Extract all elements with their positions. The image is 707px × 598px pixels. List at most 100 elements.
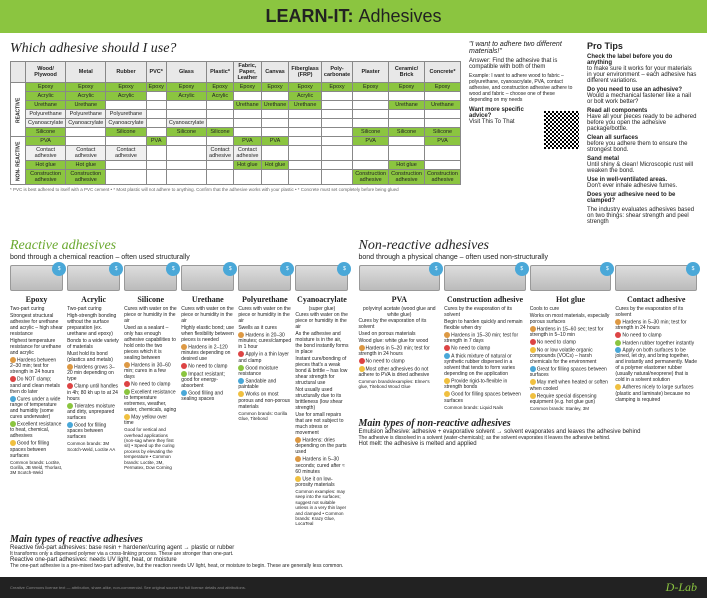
adhesive-bullet: Provide rigid-to-flexible in strength bo… bbox=[444, 378, 526, 390]
tips-title: Pro Tips bbox=[587, 41, 697, 51]
adhesive-column: UrethaneCures with water on the piece or… bbox=[181, 295, 234, 528]
side-more: Want more specific advice? bbox=[469, 107, 524, 119]
adhesive-desc: Works on most materials, especially poro… bbox=[530, 313, 612, 325]
dlab-logo: D-Lab bbox=[666, 580, 697, 595]
table-cell: Polyurethane bbox=[66, 110, 106, 119]
table-cell bbox=[321, 161, 352, 170]
table-cell bbox=[106, 137, 146, 146]
table-cell: Epoxy bbox=[321, 83, 352, 92]
table-col-header: Wood/ Plywood bbox=[26, 62, 66, 83]
table-cell: Epoxy bbox=[207, 83, 234, 92]
table-cell bbox=[321, 92, 352, 101]
table-cell bbox=[234, 110, 262, 119]
adhesive-desc: Cures with water on the piece or humidit… bbox=[238, 306, 291, 324]
product-image: $ bbox=[10, 265, 63, 291]
table-cell bbox=[106, 170, 146, 185]
adhesive-name: Cyanoacrylate bbox=[295, 295, 348, 304]
adhesive-column: Cyanoacrylate(super glue)Cures with wate… bbox=[295, 295, 348, 528]
table-cell: Cyanoacrylate bbox=[26, 119, 66, 128]
reactive-types-line: The one-part adhesive is a pre-mixed two… bbox=[10, 563, 349, 569]
table-cell bbox=[146, 119, 166, 128]
table-cell bbox=[261, 146, 289, 161]
adhesive-desc: Cures with water on the piece or humidit… bbox=[181, 306, 234, 324]
adhesive-bullet: Good moisture resistance bbox=[238, 365, 291, 377]
adhesive-bullet: Hardens grows 3–20 min depending on type bbox=[67, 364, 120, 382]
adhesive-bullet: Excellent resistance to heat, chemical, … bbox=[10, 421, 63, 439]
table-cell: Epoxy bbox=[353, 83, 389, 92]
table-cell bbox=[146, 146, 166, 161]
adhesive-bullet: Do NOT clamp; sand and clean metals then… bbox=[10, 376, 63, 394]
table-cell: Hot glue bbox=[26, 161, 66, 170]
adhesive-column: Construction adhesiveCures by the evapor… bbox=[444, 295, 526, 412]
product-image: $ bbox=[444, 265, 526, 291]
product-image: $ bbox=[615, 265, 697, 291]
table-cell: Acrylic bbox=[166, 92, 206, 101]
adhesive-desc: Must hold its bond (plastics and metals) bbox=[67, 351, 120, 363]
table-cell: Epoxy bbox=[66, 83, 106, 92]
table-cell: Urethane bbox=[66, 101, 106, 110]
table-cell: Polyurethane bbox=[26, 110, 66, 119]
product-image: $ bbox=[181, 265, 234, 291]
adhesive-brands: Common examples: may seep into the surfa… bbox=[295, 489, 348, 527]
adhesive-bullet: May melt when heated or soften when cool… bbox=[530, 379, 612, 391]
adhesive-column: Hot glueCools to cureWorks on most mater… bbox=[530, 295, 612, 412]
tip-item: Does your adhesive need to be clamped? bbox=[587, 192, 697, 204]
adhesive-desc: Cures with water on the piece or humidit… bbox=[124, 306, 177, 324]
price-badge: $ bbox=[109, 262, 123, 276]
table-cell bbox=[353, 119, 389, 128]
table-cell bbox=[321, 128, 352, 137]
side-quote: "I want to adhere two different material… bbox=[469, 41, 579, 55]
table-cell bbox=[166, 101, 206, 110]
adhesive-name: Acrylic bbox=[67, 295, 120, 304]
adhesive-brands: Good for vertical and overhead applicati… bbox=[124, 427, 177, 470]
table-cell bbox=[425, 119, 461, 128]
side-answer: Answer: Find the adhesive that is compat… bbox=[469, 58, 579, 70]
nonreactive-title: Non-reactive adhesives bbox=[359, 238, 698, 254]
price-badge: $ bbox=[166, 262, 180, 276]
adhesive-desc: Not usually used structurally due to its… bbox=[295, 387, 348, 411]
table-cell: Cyanoacrylate bbox=[166, 119, 206, 128]
price-badge: $ bbox=[429, 262, 443, 276]
table-col-header: Metal bbox=[66, 62, 106, 83]
adhesive-brands: Common brands/examples: Elmer's glue, Ti… bbox=[359, 379, 441, 390]
table-cell: Epoxy bbox=[146, 83, 166, 92]
table-cell bbox=[321, 110, 352, 119]
table-cell: Urethane bbox=[289, 101, 322, 110]
table-cell: Acrylic bbox=[66, 92, 106, 101]
adhesive-brands: Common brands: Stanley, 3M bbox=[530, 406, 612, 411]
page-title: LEARN-IT: Adhesives bbox=[0, 6, 707, 27]
main-content: Which adhesive should I use? Wood/ Plywo… bbox=[0, 33, 707, 577]
question-heading: Which adhesive should I use? bbox=[10, 41, 461, 57]
table-cell: Cyanoacrylate bbox=[106, 119, 146, 128]
adhesive-bullet: Works on most porous and non-porous mate… bbox=[238, 391, 291, 409]
table-cell: Silicone bbox=[106, 128, 146, 137]
table-cell: Epoxy bbox=[389, 83, 425, 92]
table-cell bbox=[207, 170, 234, 185]
table-cell: Hot glue bbox=[261, 161, 289, 170]
tip-item: Use in well-ventilated areas.Don't ever … bbox=[587, 177, 697, 189]
table-cell bbox=[146, 92, 166, 101]
table-cell bbox=[106, 161, 146, 170]
table-cell: Epoxy bbox=[425, 83, 461, 92]
table-cell bbox=[425, 92, 461, 101]
table-cell bbox=[389, 92, 425, 101]
header: LEARN-IT: Adhesives bbox=[0, 0, 707, 33]
table-col-header: Fabric, Paper, Leather bbox=[234, 62, 262, 83]
adhesive-bullet: Hardens in 5–20 min; test for strength i… bbox=[359, 345, 441, 357]
table-cell bbox=[261, 110, 289, 119]
table-cell: Contact adhesive bbox=[207, 146, 234, 161]
table-cell: Contact adhesive bbox=[66, 146, 106, 161]
table-cell: Construction adhesive bbox=[389, 170, 425, 185]
adhesive-bullet: Hardens in 20–30 minutes; cures/clamped … bbox=[238, 332, 291, 350]
table-cell bbox=[289, 128, 322, 137]
table-cell bbox=[234, 92, 262, 101]
side-example: Example: I want to adhere wood to fabric… bbox=[469, 73, 579, 103]
table-cell bbox=[207, 137, 234, 146]
price-badge: $ bbox=[280, 262, 294, 276]
table-cell: Urethane bbox=[26, 101, 66, 110]
product-image: $ bbox=[124, 265, 177, 291]
adhesive-desc: Begin to harden quickly and remain flexi… bbox=[444, 319, 526, 331]
adhesive-bullet: No need to clamp bbox=[124, 381, 177, 387]
table-cell bbox=[261, 128, 289, 137]
adhesive-desc: Highest temperature resistance for ureth… bbox=[10, 338, 63, 356]
